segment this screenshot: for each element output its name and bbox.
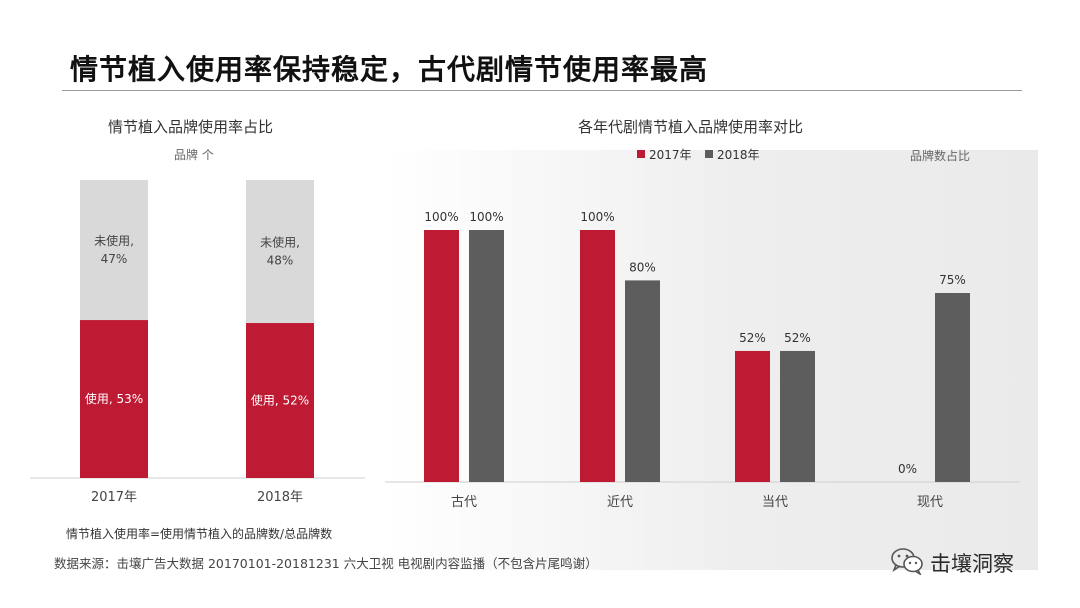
bar-1-1 <box>625 280 660 482</box>
left-chart-title: 情节植入品牌使用率占比 <box>108 118 274 136</box>
label-unused-1: 未使用, <box>260 235 300 250</box>
bar-1-0 <box>469 230 504 482</box>
bar-unused-0 <box>80 180 148 321</box>
label-unused-0: 未使用, <box>94 233 134 248</box>
label-unused-pct-1: 48% <box>267 254 294 268</box>
bar-0-1 <box>580 230 615 482</box>
bar-used-0 <box>80 320 148 478</box>
page-title: 情节植入使用率保持稳定，古代剧情节使用率最高 <box>70 53 709 86</box>
data-label-0-2: 52% <box>739 331 766 345</box>
bar-unused-1 <box>246 180 314 324</box>
era-comparison-chart: 2017年 2018年 100% 100% 古代 100% 80% 近代 52% 52% 当代 0% 7… <box>385 148 1020 510</box>
right-chart-title: 各年代剧情节植入品牌使用率对比 <box>578 118 804 136</box>
legend-swatch-0 <box>637 150 645 158</box>
x-tick-0: 2017年 <box>91 490 137 505</box>
brand-mark: 击壤洞察 <box>890 547 1014 579</box>
data-label-1-0: 100% <box>469 210 503 224</box>
data-source-note: 数据来源：击壤广告大数据 20170101-20181231 六大卫视 电视剧内… <box>54 556 598 571</box>
label-used-1: 使用, 52% <box>251 393 309 408</box>
data-label-0-1: 100% <box>580 210 614 224</box>
data-label-1-1: 80% <box>629 260 656 274</box>
bar-used-1 <box>246 323 314 478</box>
x-tick-1: 近代 <box>607 495 633 510</box>
brand-name: 击壤洞察 <box>930 552 1014 576</box>
stacked-usage-chart: 未使用, 47% 使用, 53% 2017年 未使用, 48% 使用, 52% 2018年 <box>30 180 365 505</box>
bar-1-3 <box>935 293 970 482</box>
legend-label-0: 2017年 <box>649 148 692 162</box>
left-chart-unit-label: 品牌 个 <box>174 148 214 162</box>
title-divider <box>62 90 1022 91</box>
data-label-0-3: 0% <box>898 462 917 476</box>
legend-label-1: 2018年 <box>717 148 760 162</box>
data-label-1-2: 52% <box>784 331 811 345</box>
right-chart-side-label: 品牌数占比 <box>910 149 971 163</box>
legend-swatch-1 <box>705 150 713 158</box>
x-tick-3: 现代 <box>917 495 943 510</box>
bar-0-2 <box>735 350 770 482</box>
usage-formula-note: 情节植入使用率=使用情节植入的品牌数/总品牌数 <box>66 527 333 541</box>
x-tick-0: 古代 <box>451 495 477 510</box>
label-used-0: 使用, 53% <box>85 391 143 406</box>
data-label-1-3: 75% <box>939 273 966 287</box>
x-tick-2: 当代 <box>762 495 788 510</box>
bar-0-0 <box>424 230 459 482</box>
x-tick-1: 2018年 <box>257 490 303 505</box>
wechat-icon <box>890 547 924 579</box>
data-label-0-0: 100% <box>424 210 458 224</box>
bar-1-2 <box>780 350 815 482</box>
label-unused-pct-0: 47% <box>101 252 128 266</box>
